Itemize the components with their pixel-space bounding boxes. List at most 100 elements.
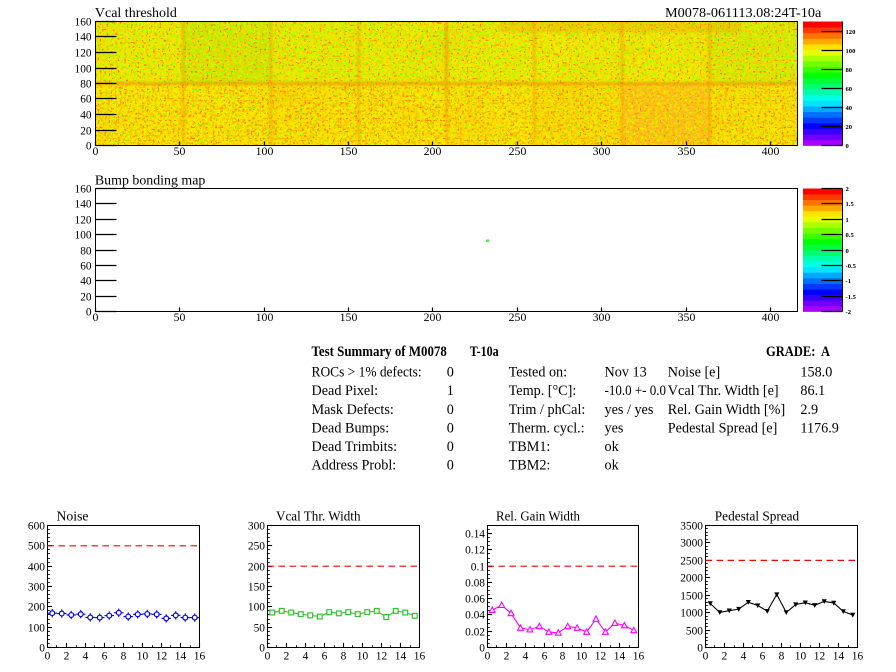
svg-text:0: 0 xyxy=(447,439,454,455)
svg-text:0: 0 xyxy=(93,310,99,324)
svg-text:0: 0 xyxy=(479,643,485,655)
svg-text:20: 20 xyxy=(80,125,92,137)
svg-text:6: 6 xyxy=(542,651,548,663)
svg-text:14: 14 xyxy=(614,651,626,663)
svg-text:Trim / phCal:: Trim / phCal: xyxy=(509,402,586,418)
svg-text:0: 0 xyxy=(703,651,709,663)
svg-text:0.02: 0.02 xyxy=(465,627,485,639)
svg-text:12: 12 xyxy=(376,651,388,663)
svg-text:400: 400 xyxy=(28,562,45,574)
svg-text:400: 400 xyxy=(762,144,780,158)
svg-text:0.08: 0.08 xyxy=(465,578,485,590)
svg-text:2: 2 xyxy=(64,651,70,663)
svg-text:0.1: 0.1 xyxy=(471,562,486,574)
svg-text:150: 150 xyxy=(340,144,358,158)
svg-text:2: 2 xyxy=(846,186,850,193)
svg-text:80: 80 xyxy=(80,245,92,257)
svg-text:60: 60 xyxy=(80,260,92,272)
svg-text:Dead Trimbits:: Dead Trimbits: xyxy=(312,439,398,455)
svg-text:10: 10 xyxy=(357,651,369,663)
svg-text:Test Summary of M0078: Test Summary of M0078 xyxy=(312,344,447,360)
svg-text:0: 0 xyxy=(697,643,703,655)
svg-text:yes / yes: yes / yes xyxy=(605,402,654,418)
svg-text:50: 50 xyxy=(174,310,186,324)
svg-text:-10.0 +- 0.0: -10.0 +- 0.0 xyxy=(605,383,667,399)
svg-text:0: 0 xyxy=(485,651,491,663)
svg-text:Rel. Gain Width: Rel. Gain Width xyxy=(496,508,580,523)
svg-text:8: 8 xyxy=(121,651,127,663)
svg-text:0: 0 xyxy=(447,420,454,436)
svg-text:Tested on:: Tested on: xyxy=(509,365,568,381)
svg-text:-1: -1 xyxy=(846,278,852,285)
svg-text:200: 200 xyxy=(248,562,265,574)
svg-text:250: 250 xyxy=(248,541,265,553)
svg-text:80: 80 xyxy=(80,78,92,90)
svg-text:3500: 3500 xyxy=(680,521,703,533)
svg-text:0.5: 0.5 xyxy=(846,232,855,239)
svg-text:8: 8 xyxy=(560,651,566,663)
svg-text:Dead Bumps:: Dead Bumps: xyxy=(312,420,390,436)
svg-text:250: 250 xyxy=(509,310,527,324)
svg-text:12: 12 xyxy=(595,651,607,663)
svg-text:20: 20 xyxy=(80,291,92,303)
svg-text:86.1: 86.1 xyxy=(800,383,825,399)
svg-text:50: 50 xyxy=(254,623,266,635)
svg-text:0: 0 xyxy=(259,643,265,655)
svg-text:0: 0 xyxy=(86,306,92,318)
svg-text:Pedestal Spread: Pedestal Spread xyxy=(715,508,800,523)
svg-text:0: 0 xyxy=(846,143,850,150)
svg-text:0: 0 xyxy=(45,651,51,663)
svg-text:8: 8 xyxy=(341,651,347,663)
svg-text:14: 14 xyxy=(833,651,845,663)
svg-text:140: 140 xyxy=(75,198,92,210)
svg-text:500: 500 xyxy=(686,626,703,638)
svg-text:2: 2 xyxy=(504,651,510,663)
svg-text:ROCs > 1% defects:: ROCs > 1% defects: xyxy=(312,365,422,381)
svg-text:100: 100 xyxy=(256,310,274,324)
svg-text:2.9: 2.9 xyxy=(800,402,818,418)
svg-text:6: 6 xyxy=(322,651,328,663)
svg-text:6: 6 xyxy=(102,651,108,663)
svg-text:16: 16 xyxy=(414,651,426,663)
svg-text:Rel. Gain Width [%]: Rel. Gain Width [%] xyxy=(668,402,785,418)
svg-text:1500: 1500 xyxy=(680,591,703,603)
svg-text:200: 200 xyxy=(424,310,442,324)
svg-text:Temp. [°C]:: Temp. [°C]: xyxy=(509,383,577,399)
svg-text:0: 0 xyxy=(447,402,454,418)
svg-text:Noise: Noise xyxy=(57,508,89,523)
svg-text:2500: 2500 xyxy=(680,556,703,568)
svg-text:120: 120 xyxy=(846,29,857,36)
svg-text:-0.5: -0.5 xyxy=(846,263,857,270)
svg-text:40: 40 xyxy=(80,109,92,121)
svg-text:-1.5: -1.5 xyxy=(846,294,857,301)
svg-text:4: 4 xyxy=(523,651,529,663)
svg-text:3000: 3000 xyxy=(680,538,703,550)
svg-text:500: 500 xyxy=(28,541,45,553)
svg-text:40: 40 xyxy=(80,275,92,287)
svg-text:60: 60 xyxy=(846,86,853,93)
svg-text:50: 50 xyxy=(174,144,186,158)
svg-text:300: 300 xyxy=(248,521,265,533)
svg-text:Vcal Thr. Width [e]: Vcal Thr. Width [e] xyxy=(668,383,779,399)
svg-text:0: 0 xyxy=(39,643,45,655)
svg-text:0: 0 xyxy=(447,458,454,474)
svg-text:40: 40 xyxy=(846,105,853,112)
svg-text:12: 12 xyxy=(814,651,826,663)
svg-text:140: 140 xyxy=(75,31,92,43)
svg-text:6: 6 xyxy=(760,651,766,663)
svg-text:10: 10 xyxy=(576,651,588,663)
svg-text:150: 150 xyxy=(340,310,358,324)
svg-text:16: 16 xyxy=(633,651,645,663)
svg-text:Dead Pixel:: Dead Pixel: xyxy=(312,383,379,399)
svg-text:Vcal threshold: Vcal threshold xyxy=(95,6,177,21)
svg-text:M0078-061113.08:24T-10a: M0078-061113.08:24T-10a xyxy=(665,6,822,21)
svg-text:16: 16 xyxy=(852,651,864,663)
svg-text:400: 400 xyxy=(762,310,780,324)
svg-text:TBM1:: TBM1: xyxy=(509,439,551,455)
svg-text:0: 0 xyxy=(846,248,850,255)
svg-text:Bump bonding map: Bump bonding map xyxy=(95,173,205,188)
svg-text:Noise [e]: Noise [e] xyxy=(668,365,720,381)
svg-text:150: 150 xyxy=(248,582,265,594)
svg-text:4: 4 xyxy=(83,651,89,663)
svg-text:Nov 13: Nov 13 xyxy=(605,365,647,381)
